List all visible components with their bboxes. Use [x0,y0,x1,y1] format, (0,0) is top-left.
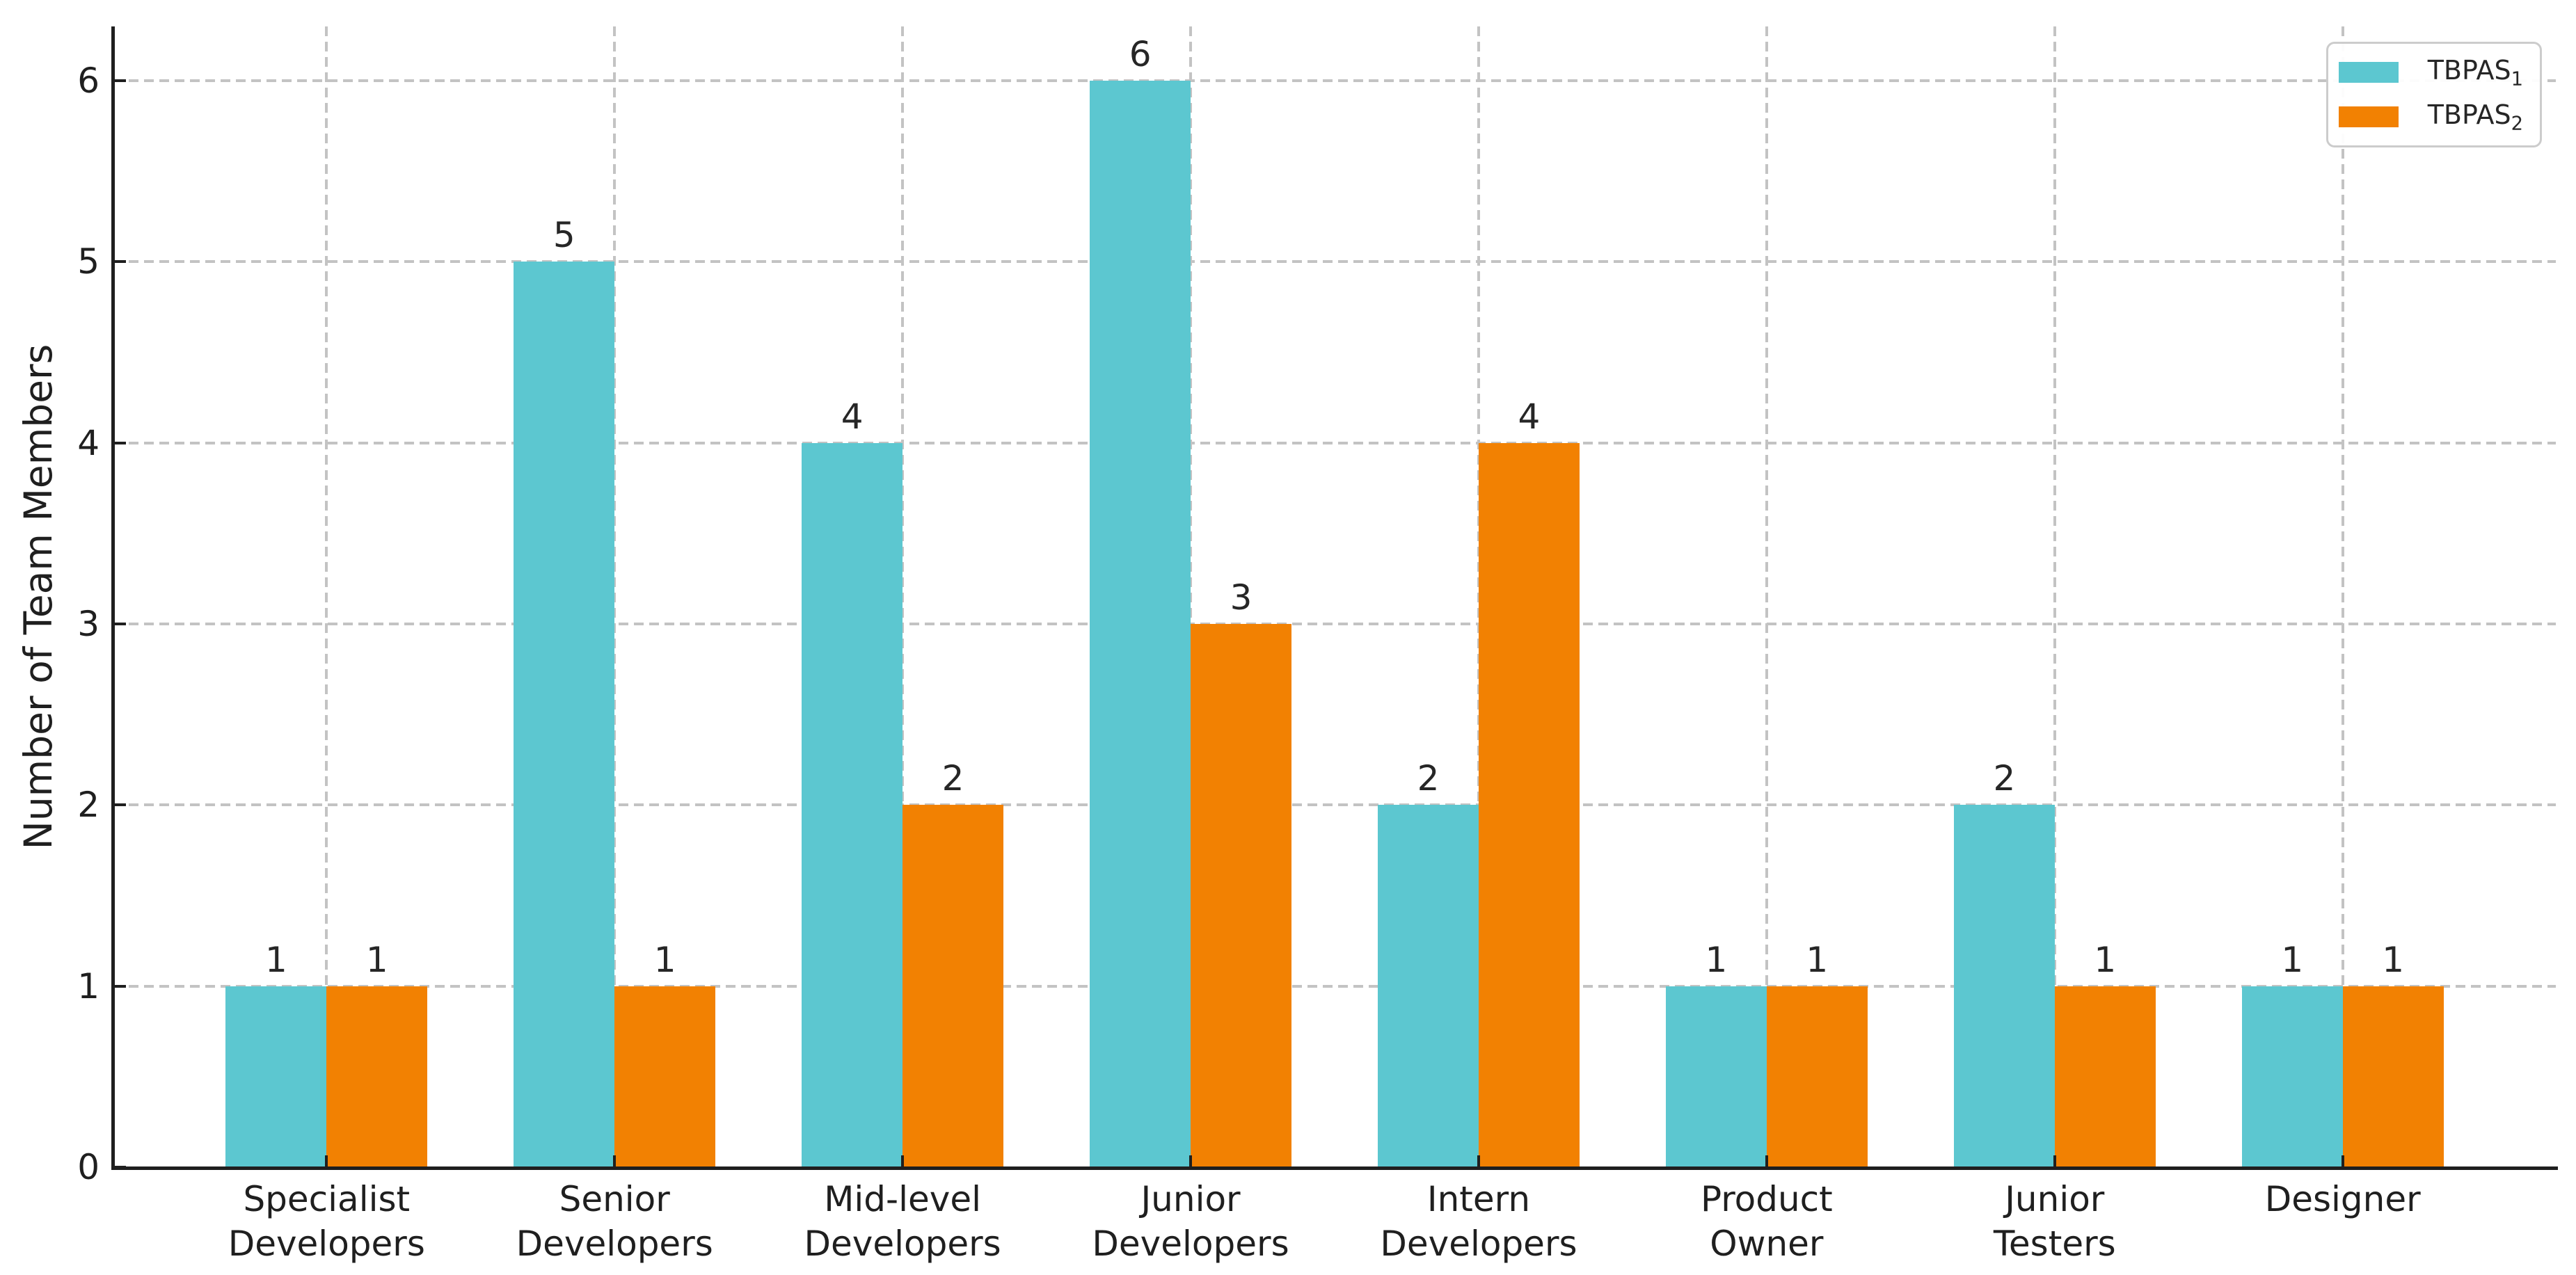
bar-tbpas1-6 [1953,805,2055,1167]
x-tick-label: Specialist Developers [228,1179,425,1264]
y-tick [115,79,126,83]
bar-tbpas1-4 [1378,805,1479,1167]
bar-tbpas1-3 [1090,81,1191,1167]
x-axis-spine [111,1166,2558,1170]
legend-label: TBPAS1 [2427,54,2523,90]
x-tick [2341,1155,2344,1167]
x-tick-label: Senior Developers [516,1179,713,1264]
y-tick-label: 1 [77,965,100,1007]
legend: TBPAS1 TBPAS2 [2325,42,2542,147]
x-tick-label: Designer [2264,1179,2421,1219]
bar-tbpas2-4 [1478,442,1580,1167]
gridline-vertical [2053,26,2056,1167]
bar-tbpas1-2 [802,442,903,1167]
x-tick-label: Mid-level Developers [804,1179,1001,1264]
bar-value-label: 4 [1518,396,1541,437]
x-tick [1477,1155,1480,1167]
bar-value-label: 1 [365,939,388,980]
bar-value-label: 1 [1705,939,1728,980]
bar-tbpas2-1 [614,986,716,1167]
bar-tbpas2-7 [2342,986,2444,1167]
x-tick [613,1155,617,1167]
x-tick [325,1155,328,1167]
gridline-horizontal [113,441,2556,444]
y-tick-label: 5 [77,241,100,282]
gridline-vertical [1189,26,1193,1167]
y-tick-label: 4 [77,422,100,463]
bar-tbpas2-3 [1191,624,1291,1167]
bar-tbpas1-0 [225,986,327,1167]
bar-value-label: 1 [2281,939,2304,980]
x-tick [901,1155,905,1167]
bar-tbpas1-7 [2241,986,2343,1167]
y-axis-title: Number of Team Members [16,344,61,850]
bar-value-label: 2 [1993,758,2016,799]
bar-value-label: 2 [941,758,964,799]
bar-tbpas2-2 [903,805,1003,1167]
bar-value-label: 4 [841,396,864,437]
bar-tbpas1-5 [1666,986,1767,1167]
gridline-vertical [2341,26,2344,1167]
y-tick-label: 3 [77,604,100,645]
gridline-vertical [1765,26,1768,1167]
gridline-horizontal [113,260,2556,264]
bar-tbpas2-5 [1766,986,1868,1167]
y-tick-label: 6 [77,61,100,102]
x-tick-label: Product Owner [1700,1179,1833,1264]
y-tick-label: 2 [77,785,100,826]
x-tick-label: Intern Developers [1380,1179,1577,1264]
y-tick [115,260,126,264]
gridline-horizontal [113,79,2556,83]
bar-value-label: 1 [653,939,676,980]
y-tick-label: 0 [77,1147,100,1187]
y-tick [115,984,126,988]
bar-tbpas2-6 [2054,986,2156,1167]
x-tick-label: Junior Developers [1092,1179,1289,1264]
bar-value-label: 3 [1230,577,1253,618]
y-tick [115,441,126,444]
bar-value-label: 1 [1806,939,1829,980]
legend-swatch-tbpas2 [2338,106,2399,127]
legend-item: TBPAS2 [2338,99,2523,135]
gridline-vertical [613,26,617,1167]
bar-tbpas1-1 [514,262,615,1167]
x-tick [1765,1155,1768,1167]
legend-label: TBPAS2 [2427,99,2523,135]
bar-value-label: 2 [1417,758,1440,799]
gridline-horizontal [113,803,2556,807]
gridline-vertical [901,26,905,1167]
y-axis-spine [111,26,115,1170]
gridline-vertical [325,26,328,1167]
legend-item: TBPAS1 [2338,54,2523,90]
legend-swatch-tbpas1 [2338,62,2399,83]
bar-value-label: 5 [552,215,575,256]
gridline-horizontal [113,984,2556,988]
y-tick [115,1166,126,1169]
bar-value-label: 6 [1129,34,1152,75]
y-tick [115,803,126,807]
bar-tbpas2-0 [326,986,428,1167]
bar-value-label: 1 [2382,939,2405,980]
x-tick [1189,1155,1193,1167]
x-tick-label: Junior Testers [1993,1179,2116,1264]
bar-value-label: 1 [2094,939,2117,980]
x-tick [2053,1155,2056,1167]
y-tick [115,623,126,626]
gridline-horizontal [113,623,2556,626]
bar-value-label: 1 [264,939,287,980]
